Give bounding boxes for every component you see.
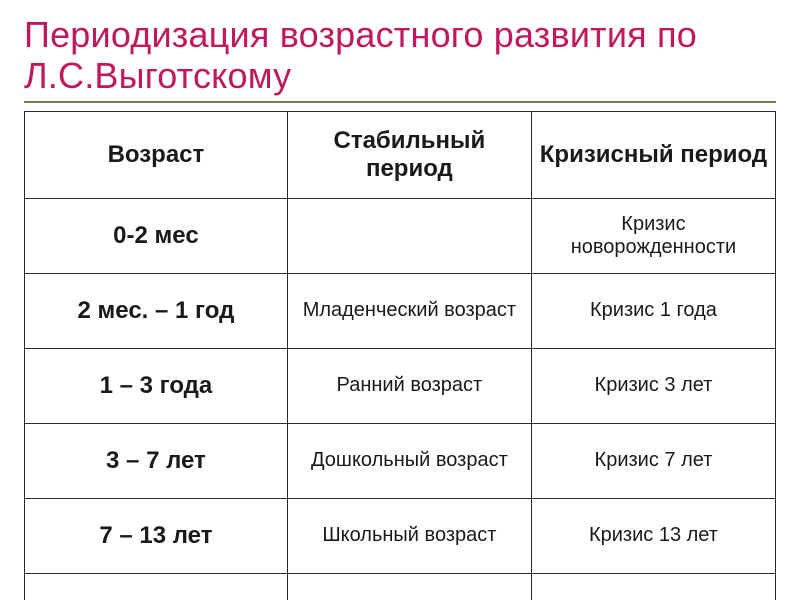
periodization-table: Возраст Стабильный период Кризисный пери…	[24, 111, 776, 600]
cell-crisis: Кризис 7 лет	[531, 423, 775, 498]
cell-crisis: Кризис 1 года	[531, 273, 775, 348]
header-crisis: Кризисный период	[531, 111, 775, 198]
table-row: 2 мес. – 1 год Младенческий возраст Криз…	[25, 273, 776, 348]
cell-age: 13 – 17 лет	[25, 573, 288, 600]
slide-title: Периодизация возрастного развития по Л.С…	[24, 14, 776, 103]
cell-crisis: Кризис 13 лет	[531, 498, 775, 573]
header-age: Возраст	[25, 111, 288, 198]
table-row: 3 – 7 лет Дошкольный возраст Кризис 7 ле…	[25, 423, 776, 498]
header-stable: Стабильный период	[287, 111, 531, 198]
slide: Периодизация возрастного развития по Л.С…	[0, 0, 800, 600]
cell-crisis: Кризис 17 лет	[531, 573, 775, 600]
cell-age: 1 – 3 года	[25, 348, 288, 423]
cell-age: 2 мес. – 1 год	[25, 273, 288, 348]
table-row: 13 – 17 лет Пубертатный возраст Кризис 1…	[25, 573, 776, 600]
table-header-row: Возраст Стабильный период Кризисный пери…	[25, 111, 776, 198]
cell-crisis: Кризис 3 лет	[531, 348, 775, 423]
cell-stable: Младенческий возраст	[287, 273, 531, 348]
cell-age: 3 – 7 лет	[25, 423, 288, 498]
cell-age: 7 – 13 лет	[25, 498, 288, 573]
cell-age: 0-2 мес	[25, 198, 288, 273]
table-row: 1 – 3 года Ранний возраст Кризис 3 лет	[25, 348, 776, 423]
cell-stable: Пубертатный возраст	[287, 573, 531, 600]
table-row: 7 – 13 лет Школьный возраст Кризис 13 ле…	[25, 498, 776, 573]
table-row: 0-2 мес Кризис новорожденности	[25, 198, 776, 273]
cell-stable	[287, 198, 531, 273]
cell-stable: Школьный возраст	[287, 498, 531, 573]
cell-stable: Ранний возраст	[287, 348, 531, 423]
cell-stable: Дошкольный возраст	[287, 423, 531, 498]
cell-crisis: Кризис новорожденности	[531, 198, 775, 273]
